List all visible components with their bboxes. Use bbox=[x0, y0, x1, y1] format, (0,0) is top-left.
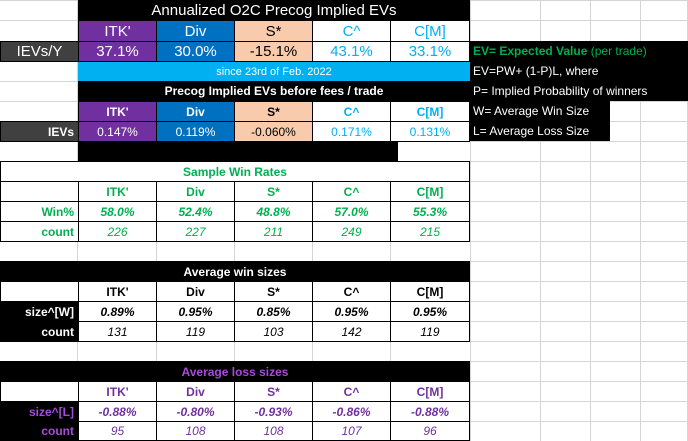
ls-header-blank bbox=[0, 381, 79, 402]
legend-w: W= Average Win Size bbox=[470, 101, 610, 121]
wr-count-div: 227 bbox=[156, 221, 235, 242]
precog-div: 0.119% bbox=[156, 121, 235, 142]
wr-row1-label: Win% bbox=[0, 201, 79, 222]
ls-row2-label: count bbox=[0, 421, 79, 441]
precog-s: -0.060% bbox=[234, 121, 313, 142]
precog-header-itk: ITK' bbox=[78, 101, 157, 122]
ws-header-itk: ITK' bbox=[78, 281, 157, 302]
wr-header-blank bbox=[0, 181, 79, 202]
annual-s: -15.1% bbox=[234, 41, 313, 62]
wr-count-cm: 215 bbox=[390, 221, 470, 242]
ls-size-div: -0.80% bbox=[156, 401, 235, 422]
col-header-cm: C[M] bbox=[390, 20, 470, 42]
title-win-rates: Sample Win Rates bbox=[0, 161, 470, 182]
ls-header-itk: ITK' bbox=[78, 381, 157, 402]
legend-ev-note: (per trade) bbox=[590, 44, 647, 58]
title-loss-sizes: Average loss sizes bbox=[0, 361, 470, 382]
ws-size-s: 0.85% bbox=[234, 301, 313, 322]
ws-size-div: 0.95% bbox=[156, 301, 235, 322]
annual-div: 30.0% bbox=[156, 41, 235, 62]
legend-ev-label: EV= Expected Value bbox=[473, 44, 588, 58]
ls-count-s: 108 bbox=[234, 421, 313, 441]
precog-header-div: Div bbox=[156, 101, 235, 122]
ls-size-c: -0.86% bbox=[312, 401, 391, 422]
wr-winpct-itk: 58.0% bbox=[78, 201, 157, 222]
ws-count-s: 103 bbox=[234, 321, 313, 342]
col-header-c: C^ bbox=[312, 20, 391, 42]
ls-count-c: 107 bbox=[312, 421, 391, 441]
title-annualized: Annualized O2C Precog Implied EVs bbox=[78, 0, 470, 21]
legend-ev: EV= Expected Value (per trade) bbox=[470, 41, 688, 61]
ls-count-cm: 96 bbox=[390, 421, 470, 441]
ws-header-s: S* bbox=[234, 281, 313, 302]
title-precog: Precog Implied EVs before fees / trade bbox=[78, 81, 470, 101]
legend-l: L= Average Loss Size bbox=[470, 121, 610, 141]
annual-cm: 33.1% bbox=[390, 41, 470, 62]
col-header-s: S* bbox=[234, 20, 313, 42]
precog-header-c: C^ bbox=[312, 101, 391, 122]
wr-row2-label: count bbox=[0, 221, 79, 242]
ls-header-s: S* bbox=[234, 381, 313, 402]
precog-bottom-bar bbox=[78, 141, 398, 161]
ws-size-cm: 0.95% bbox=[390, 301, 470, 322]
ws-size-c: 0.95% bbox=[312, 301, 391, 322]
wr-winpct-div: 52.4% bbox=[156, 201, 235, 222]
wr-count-itk: 226 bbox=[78, 221, 157, 242]
ls-size-cm: -0.88% bbox=[390, 401, 470, 422]
ws-header-cm: C[M] bbox=[390, 281, 470, 302]
col-header-itk: ITK' bbox=[78, 20, 157, 42]
ls-count-div: 108 bbox=[156, 421, 235, 441]
legend-p: P= Implied Probability of winners bbox=[470, 81, 688, 101]
ls-row2-label-text: count bbox=[41, 424, 74, 438]
wr-header-div: Div bbox=[156, 181, 235, 202]
wr-header-s: S* bbox=[234, 181, 313, 202]
since-date-banner: since 23rd of Feb. 2022 bbox=[78, 62, 470, 81]
wr-header-cm: C[M] bbox=[390, 181, 470, 202]
legend-formula: EV=PW+ (1-P)L, where bbox=[470, 61, 688, 81]
ls-size-s: -0.93% bbox=[234, 401, 313, 422]
col-header-div: Div bbox=[156, 20, 235, 42]
wr-winpct-s: 48.8% bbox=[234, 201, 313, 222]
precog-c: 0.171% bbox=[312, 121, 391, 142]
wr-header-c: C^ bbox=[312, 181, 391, 202]
precog-header-cm: C[M] bbox=[390, 101, 470, 122]
ws-row2-label: count bbox=[0, 321, 79, 342]
wr-winpct-c: 57.0% bbox=[312, 201, 391, 222]
ws-count-c: 142 bbox=[312, 321, 391, 342]
ls-count-itk: 95 bbox=[78, 421, 157, 441]
ls-header-cm: C[M] bbox=[390, 381, 470, 402]
ws-count-div: 119 bbox=[156, 321, 235, 342]
ls-size-itk: -0.88% bbox=[78, 401, 157, 422]
annual-c: 43.1% bbox=[312, 41, 391, 62]
title-loss-sizes-text: Average loss sizes bbox=[181, 364, 289, 379]
wr-count-c: 249 bbox=[312, 221, 391, 242]
precog-cm: 0.131% bbox=[390, 121, 470, 142]
row-label-ievs-y: IEVs/Y bbox=[0, 41, 79, 62]
title-win-sizes: Average win sizes bbox=[0, 261, 470, 282]
precog-header-s: S* bbox=[234, 101, 313, 122]
annual-itk: 37.1% bbox=[78, 41, 157, 62]
ws-size-itk: 0.89% bbox=[78, 301, 157, 322]
row-label-ievs: IEVs bbox=[0, 121, 79, 142]
ws-count-itk: 131 bbox=[78, 321, 157, 342]
ws-count-cm: 119 bbox=[390, 321, 470, 342]
ls-row1-label: size^[L] bbox=[0, 401, 79, 422]
ws-header-c: C^ bbox=[312, 281, 391, 302]
ls-header-div: Div bbox=[156, 381, 235, 402]
ws-row1-label: size^[W] bbox=[0, 301, 79, 322]
wr-header-itk: ITK' bbox=[78, 181, 157, 202]
ws-header-div: Div bbox=[156, 281, 235, 302]
ls-row1-label-text: size^[L] bbox=[28, 404, 74, 419]
wr-winpct-cm: 55.3% bbox=[390, 201, 470, 222]
precog-itk: 0.147% bbox=[78, 121, 157, 142]
wr-count-s: 211 bbox=[234, 221, 313, 242]
ls-header-c: C^ bbox=[312, 381, 391, 402]
ws-header-blank bbox=[0, 281, 79, 302]
